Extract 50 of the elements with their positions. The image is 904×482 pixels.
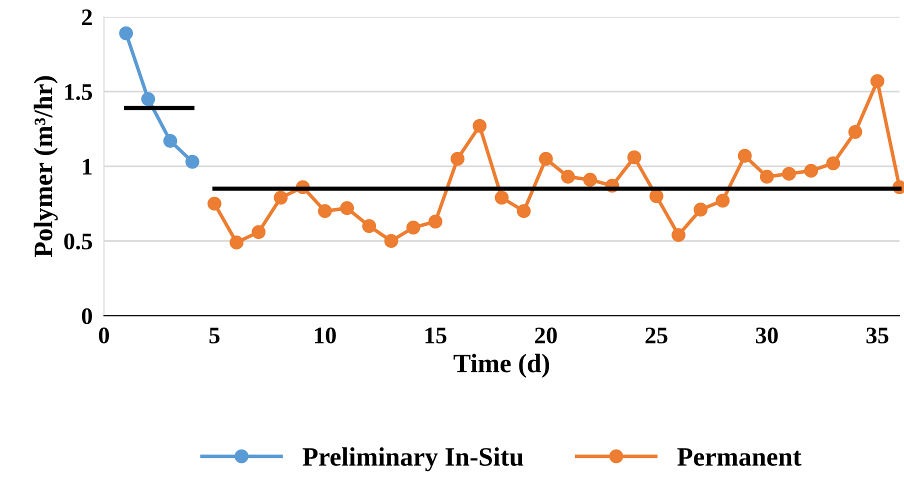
x-tick-label: 35 <box>866 328 888 344</box>
point <box>672 228 686 242</box>
point <box>804 164 818 178</box>
point <box>318 204 332 218</box>
point <box>538 152 553 166</box>
x-tick-label: 10 <box>315 328 336 344</box>
x-tick-label: 5 <box>209 328 220 344</box>
point <box>760 170 774 184</box>
point <box>252 225 266 239</box>
y-tick-label: 0.5 <box>64 233 92 250</box>
point <box>694 202 708 217</box>
x-tick-label: 20 <box>535 328 557 344</box>
legend-label: Preliminary In-Situ <box>302 447 524 472</box>
point <box>782 166 796 181</box>
point <box>826 156 840 170</box>
point <box>119 26 134 40</box>
point <box>362 219 376 234</box>
x-tick-label: 30 <box>756 328 778 344</box>
point <box>340 201 354 216</box>
point <box>185 154 200 169</box>
point <box>428 214 442 229</box>
y-tick-label: 1.5 <box>65 84 92 100</box>
point <box>738 148 752 163</box>
point <box>494 190 509 205</box>
point <box>450 152 464 166</box>
point <box>163 134 178 148</box>
x-axis-title: Time (d) <box>454 354 550 378</box>
point <box>384 234 398 248</box>
x-tick-label: 15 <box>426 328 446 344</box>
point <box>716 194 730 208</box>
legend-label: Permanent <box>677 448 802 466</box>
x-tick-label: 0 <box>98 328 109 344</box>
point <box>406 220 420 234</box>
point <box>230 236 244 250</box>
point <box>274 190 288 205</box>
point <box>848 124 862 139</box>
y-tick-label: 2 <box>82 9 92 26</box>
y-tick-label: 1 <box>82 158 92 174</box>
point <box>561 170 575 184</box>
y-axis-title: Polymer (m³/hr) <box>34 76 58 258</box>
point <box>870 74 884 88</box>
point <box>649 189 664 204</box>
point <box>472 119 487 133</box>
point <box>208 196 222 211</box>
point <box>516 204 531 218</box>
y-tick-label: 0 <box>82 308 92 324</box>
point <box>141 92 156 106</box>
x-tick-label: 25 <box>646 328 668 344</box>
point <box>583 172 598 187</box>
point <box>627 150 642 164</box>
